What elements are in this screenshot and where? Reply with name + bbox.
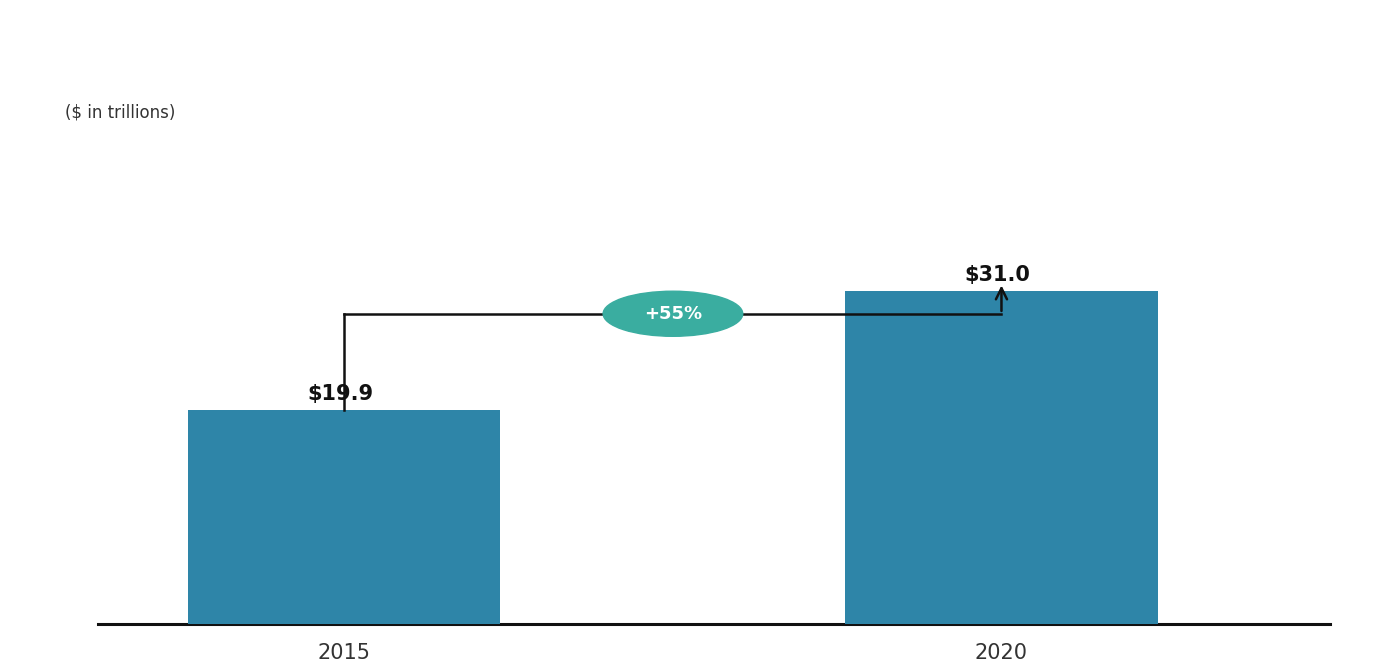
Text: +55%: +55% xyxy=(644,305,701,323)
Bar xyxy=(189,411,500,624)
Text: ASSETS UNDER CUSTODY HAVE CONTINUED TO GROW IN SECURITIES SERVICES: ASSETS UNDER CUSTODY HAVE CONTINUED TO G… xyxy=(35,34,1054,57)
Text: $31.0: $31.0 xyxy=(965,265,1030,285)
Text: ($ in trillions): ($ in trillions) xyxy=(66,103,175,121)
Ellipse shape xyxy=(603,291,743,336)
Bar xyxy=(846,291,1158,624)
Text: $19.9: $19.9 xyxy=(307,384,374,404)
